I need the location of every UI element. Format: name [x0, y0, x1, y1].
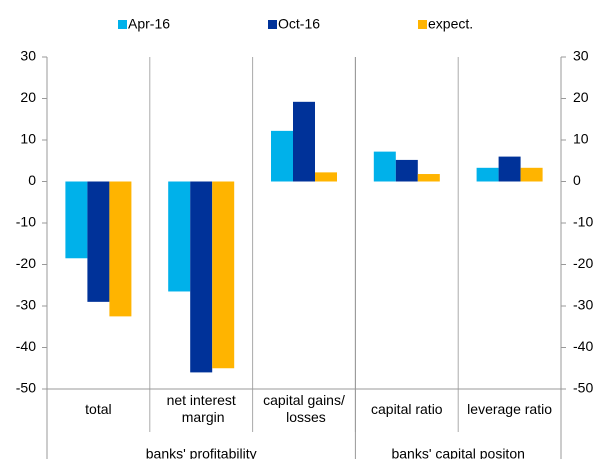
bar — [520, 167, 543, 182]
bar — [190, 181, 213, 373]
x-tick-label: capital gains/ losses — [263, 392, 345, 425]
legend-swatch — [418, 20, 427, 29]
y2-tick-label: -50 — [573, 380, 593, 396]
bar — [271, 130, 293, 182]
x-tick-label: total — [85, 401, 111, 417]
y-tick-label: -30 — [16, 297, 36, 313]
y2-tick-label: 0 — [573, 172, 581, 188]
bar — [498, 156, 521, 182]
bar — [417, 174, 440, 182]
y-tick-label: -50 — [16, 380, 36, 396]
bar — [293, 101, 315, 182]
y-tick-label: -20 — [16, 255, 36, 271]
y-tick-label: 20 — [20, 89, 36, 105]
legend-label: Apr-16 — [128, 16, 170, 32]
y2-tick-label: 20 — [573, 89, 589, 105]
bar — [373, 151, 396, 182]
legend-label: expect. — [428, 16, 473, 32]
bar — [87, 181, 110, 302]
bar — [65, 181, 88, 259]
legend-label: Oct-16 — [278, 16, 320, 32]
legend-swatch — [118, 20, 127, 29]
y-tick-label: 10 — [20, 131, 36, 147]
y-tick-label: -40 — [16, 338, 36, 354]
legend-swatch — [268, 20, 277, 29]
y-tick-label: 30 — [20, 48, 36, 64]
bar — [476, 167, 499, 182]
bar — [109, 181, 132, 317]
bar — [395, 159, 418, 182]
y2-tick-label: 10 — [573, 131, 589, 147]
bar — [315, 172, 337, 182]
y2-tick-label: 30 — [573, 48, 589, 64]
x-tick-label: leverage ratio — [467, 401, 552, 417]
group-label: banks' profitability — [146, 446, 257, 459]
y-tick-label: 0 — [28, 172, 36, 188]
y2-tick-label: -10 — [573, 214, 593, 230]
y2-tick-label: -30 — [573, 297, 593, 313]
y2-tick-label: -40 — [573, 338, 593, 354]
y-tick-label: -10 — [16, 214, 36, 230]
bar — [168, 181, 191, 292]
x-tick-label: net interest margin — [167, 392, 236, 425]
bar — [212, 181, 235, 369]
y2-tick-label: -20 — [573, 255, 593, 271]
group-label: banks' capital positon — [391, 446, 524, 459]
x-tick-label: capital ratio — [371, 401, 443, 417]
